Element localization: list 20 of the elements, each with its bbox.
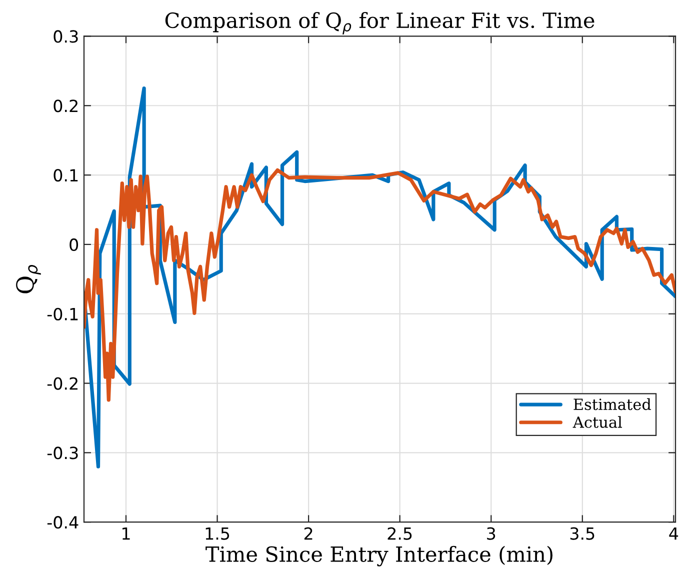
x-tick-label: 1.5 <box>206 527 230 540</box>
y-tick-label: -0.3 <box>47 446 78 460</box>
x-tick-label: 4 <box>669 527 678 540</box>
x-tick-label: 2 <box>304 527 312 540</box>
chart-title: Comparison of Q$_{ρ}$ for Linear Fit vs. Time <box>165 12 594 34</box>
x-tick-label: 2.5 <box>388 527 412 540</box>
y-axis-title: Q$_{ρ}$ <box>16 264 41 294</box>
y-tick-label: 0 <box>70 238 78 252</box>
x-tick-label: 1 <box>122 527 130 540</box>
x-axis-title: Time Since Entry Interface (min) <box>206 546 552 566</box>
y-tick-label: -0.2 <box>47 377 78 390</box>
y-tick-label: 0.3 <box>54 30 78 43</box>
y-tick-label: -0.4 <box>47 516 78 529</box>
x-tick-label: 3 <box>487 527 496 540</box>
legend-label: Actual <box>572 416 622 428</box>
y-tick-label: -0.1 <box>47 308 78 320</box>
x-tick-label: 3.5 <box>570 527 594 540</box>
y-tick-label: 0.2 <box>54 100 78 112</box>
legend-label: Estimated <box>574 398 651 410</box>
y-tick-label: 0.1 <box>54 168 78 182</box>
